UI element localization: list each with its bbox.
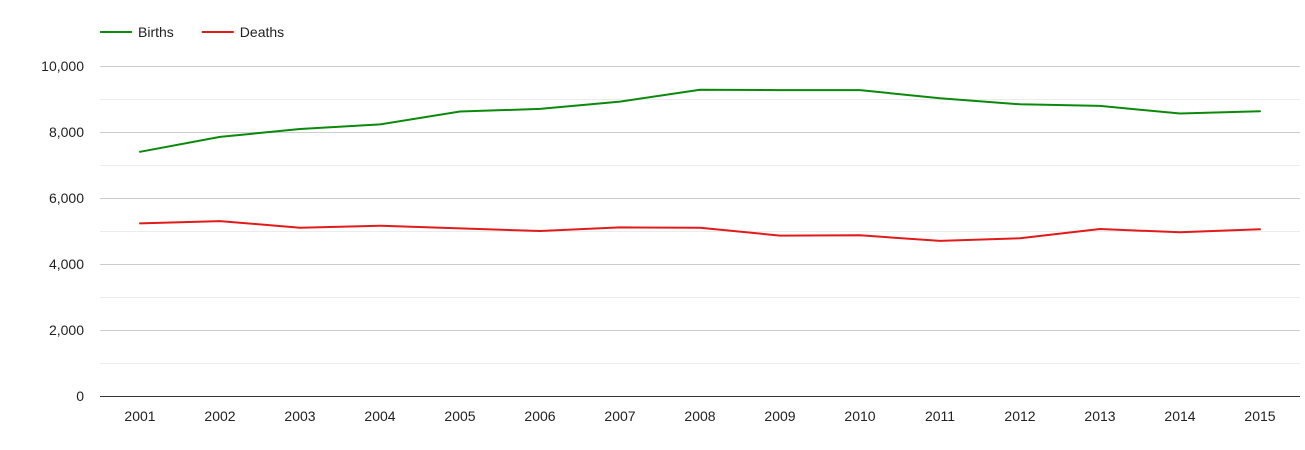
y-tick-label: 6,000 [49,190,84,206]
y-tick-label: 10,000 [41,58,84,74]
y-tick-label: 8,000 [49,124,84,140]
x-tick-label: 2006 [524,408,555,424]
legend-label: Births [138,24,174,40]
series-line-births [139,88,1261,153]
x-axis: 2001 2002 2003 2004 2005 2006 2007 2008 2009 2010… [100,396,1300,424]
series-line-deaths [139,220,1261,242]
legend-item-births: Births [100,24,174,40]
y-tick-label: 4,000 [49,256,84,272]
x-tick-label: 2013 [1084,408,1115,424]
x-tick-label: 2008 [684,408,715,424]
legend-label: Deaths [240,24,284,40]
x-tick-label: 2002 [204,408,235,424]
legend: Births Deaths [100,24,284,40]
y-axis: 0 2,000 4,000 6,000 8,000 10,000 [41,58,84,404]
y-tick-label: 0 [76,388,84,404]
x-tick-label: 2003 [284,408,315,424]
y-tick-label: 2,000 [49,322,84,338]
x-tick-label: 2015 [1244,408,1275,424]
legend-item-deaths: Deaths [201,24,284,40]
x-tick-label: 2014 [1164,408,1195,424]
series-lines [139,88,1261,242]
x-tick-label: 2001 [124,408,155,424]
x-tick-label: 2007 [604,408,635,424]
x-tick-label: 2004 [364,408,395,424]
x-tick-label: 2011 [925,408,955,424]
x-tick-label: 2009 [764,408,795,424]
x-tick-label: 2005 [444,408,475,424]
x-tick-label: 2012 [1004,408,1035,424]
gridlines [100,66,1300,364]
x-tick-label: 2010 [844,408,875,424]
